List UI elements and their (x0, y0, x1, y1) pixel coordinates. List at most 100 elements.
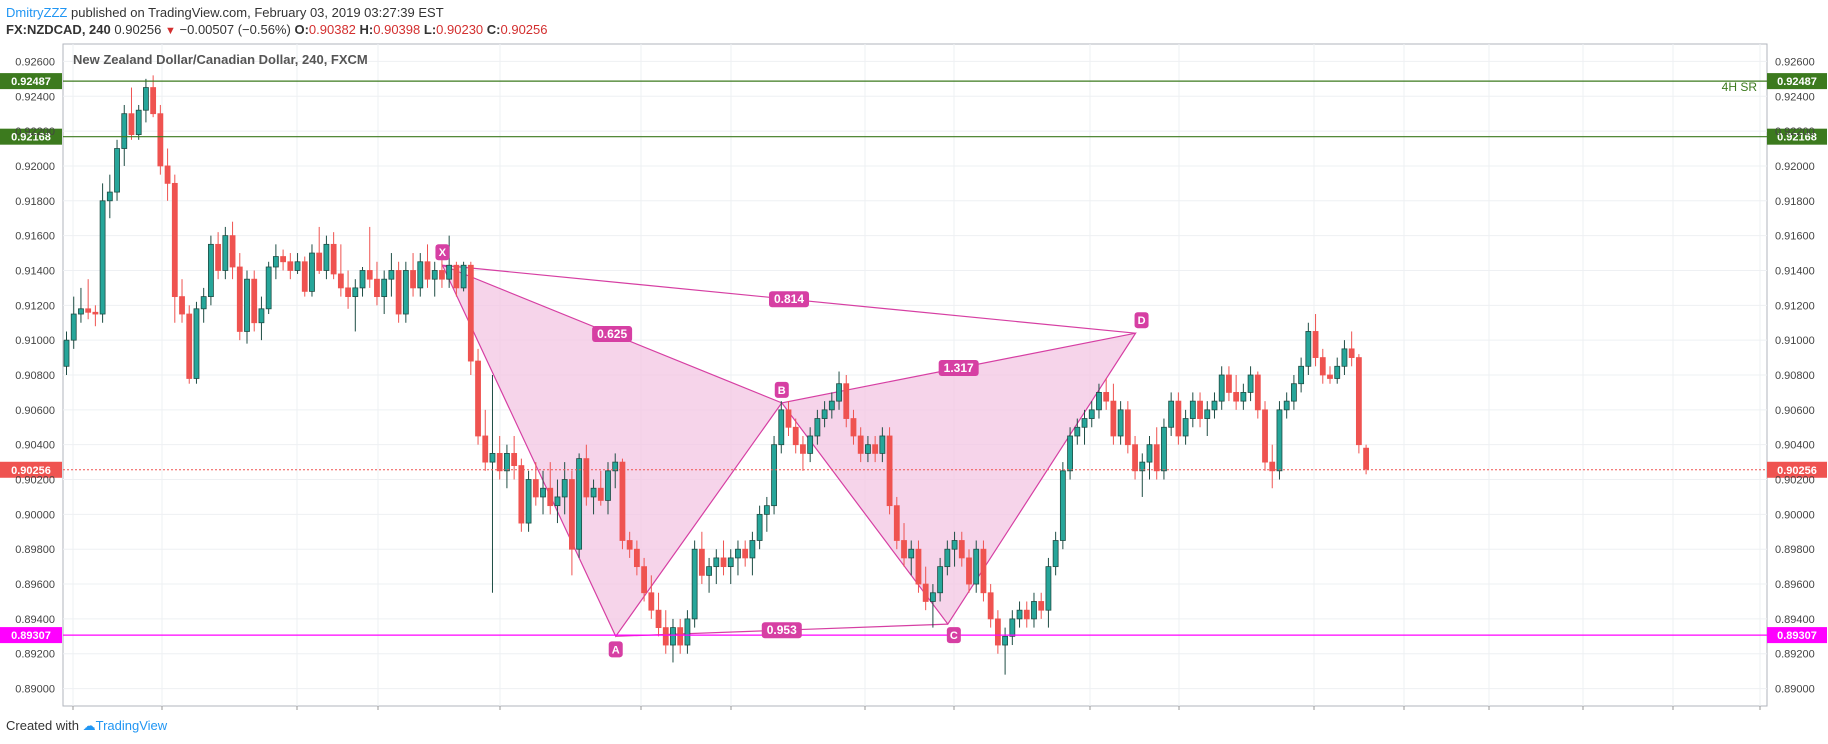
candle-body (1276, 409, 1283, 472)
magenta-level-left-value: 0.89307 (11, 630, 51, 642)
candle-body (1247, 374, 1254, 393)
candle-body (1233, 392, 1240, 402)
candle-body (106, 191, 113, 202)
candle-body (1327, 374, 1333, 379)
candle-body (987, 592, 994, 620)
support-right-value: 0.92168 (1777, 132, 1817, 144)
right-tick-label: 0.89400 (1775, 614, 1815, 626)
candle-body (619, 461, 626, 541)
right-price-axis: 0.92600 0.92400 0.92200 0.92000 0.91800 0.916… (1775, 56, 1815, 695)
left-tick-label: 0.92600 (15, 56, 55, 68)
candle-body (1355, 357, 1362, 446)
left-tick-label: 0.89400 (15, 614, 55, 626)
horizontal-levels: 0.92487 0.92487 4H SR 0.92168 0.92168 0.89307… (0, 73, 1827, 644)
candle-body (785, 409, 792, 428)
candle-body (128, 113, 135, 135)
tradingview-logo-icon: ☁ (82, 718, 96, 733)
right-tick-label: 0.89800 (1775, 544, 1815, 556)
ratio-badge (938, 360, 979, 377)
last-price-right-badge (1767, 461, 1827, 478)
right-tick-label: 0.91400 (1775, 265, 1815, 277)
candle-body (648, 592, 655, 611)
candle-body (402, 270, 409, 315)
right-tick-label: 0.89600 (1775, 579, 1815, 591)
candle-body (121, 113, 128, 149)
candle-body (1175, 400, 1182, 437)
left-tick-label: 0.90800 (15, 370, 55, 382)
ratio-label: 0.953 (767, 623, 797, 637)
ratio-label: 1.317 (944, 361, 974, 375)
price-chart[interactable]: 0.92487 0.92487 4H SR 0.92168 0.92168 0.89307… (0, 0, 1828, 712)
candle-body (937, 566, 944, 594)
candle-body (150, 87, 157, 115)
tradingview-link[interactable]: TradingView (95, 718, 168, 733)
candle-body (504, 452, 510, 472)
candle-body (482, 435, 489, 463)
candle-body (359, 270, 366, 289)
pattern-point-b-badge (774, 381, 789, 398)
candles (63, 75, 1369, 675)
candle-body (236, 266, 243, 332)
candle-body (655, 609, 662, 629)
right-tick-label: 0.92400 (1775, 91, 1815, 103)
candle-body (583, 458, 590, 498)
candle-body (345, 287, 351, 298)
candle-body (670, 627, 676, 646)
left-tick-label: 0.89800 (15, 544, 55, 556)
candle-body (994, 618, 1001, 646)
candle-body (431, 270, 438, 280)
candle-body (930, 592, 936, 602)
candle-body (1117, 409, 1124, 437)
candle-body (1103, 392, 1110, 402)
candle-body (1211, 400, 1218, 411)
author-link[interactable]: DmitryZZZ (6, 5, 68, 20)
candle-body (70, 313, 77, 341)
candle-body (193, 308, 200, 379)
time-axis: 17192427201979141621232830Feb571 (72, 706, 1761, 710)
left-tick-label: 0.89000 (15, 684, 55, 696)
candle-body (280, 256, 287, 263)
candle-body (1052, 540, 1059, 568)
candle-body (1363, 447, 1369, 470)
candle-body (1226, 374, 1232, 393)
candle-body (135, 109, 142, 135)
support-right-badge (1767, 128, 1827, 145)
candle-body (453, 264, 460, 289)
4H SR-right-value: 0.92487 (1777, 76, 1817, 88)
candle-body (287, 261, 294, 271)
candle-body (525, 479, 532, 524)
candle-body (467, 264, 474, 362)
candle-body (893, 505, 900, 541)
candle-body (1168, 400, 1175, 428)
candle-body (1059, 470, 1066, 541)
candle-body (1305, 331, 1312, 367)
candle-body (229, 235, 236, 268)
candle-body (439, 270, 445, 280)
candle-body (1334, 365, 1341, 379)
candle-body (807, 435, 814, 454)
candle-body (92, 311, 99, 315)
candle-body (1081, 418, 1088, 428)
candle-body (1291, 383, 1297, 402)
ratio-badge (761, 622, 802, 639)
candle-body (1283, 400, 1290, 411)
4H SR-left-value: 0.92487 (11, 76, 51, 88)
candle-body (1132, 444, 1138, 472)
right-tick-label: 0.90000 (1775, 509, 1815, 521)
magenta-level-right-value: 0.89307 (1777, 630, 1817, 642)
candle-body (323, 243, 330, 271)
candle-body (958, 540, 965, 559)
right-tick-label: 0.92000 (1775, 161, 1815, 173)
ratio-label: 0.625 (597, 327, 627, 341)
candle-body (265, 266, 272, 310)
candle-body (1197, 400, 1203, 419)
candle-body (1161, 426, 1167, 472)
candle-body (388, 270, 395, 280)
candle-body (272, 256, 279, 268)
left-tick-label: 0.91400 (15, 265, 55, 277)
candle-body (612, 461, 619, 472)
candle-body (756, 513, 763, 541)
pattern-point-x-badge (435, 244, 450, 261)
candle-body (1240, 392, 1247, 402)
ratio-badge (592, 326, 633, 343)
